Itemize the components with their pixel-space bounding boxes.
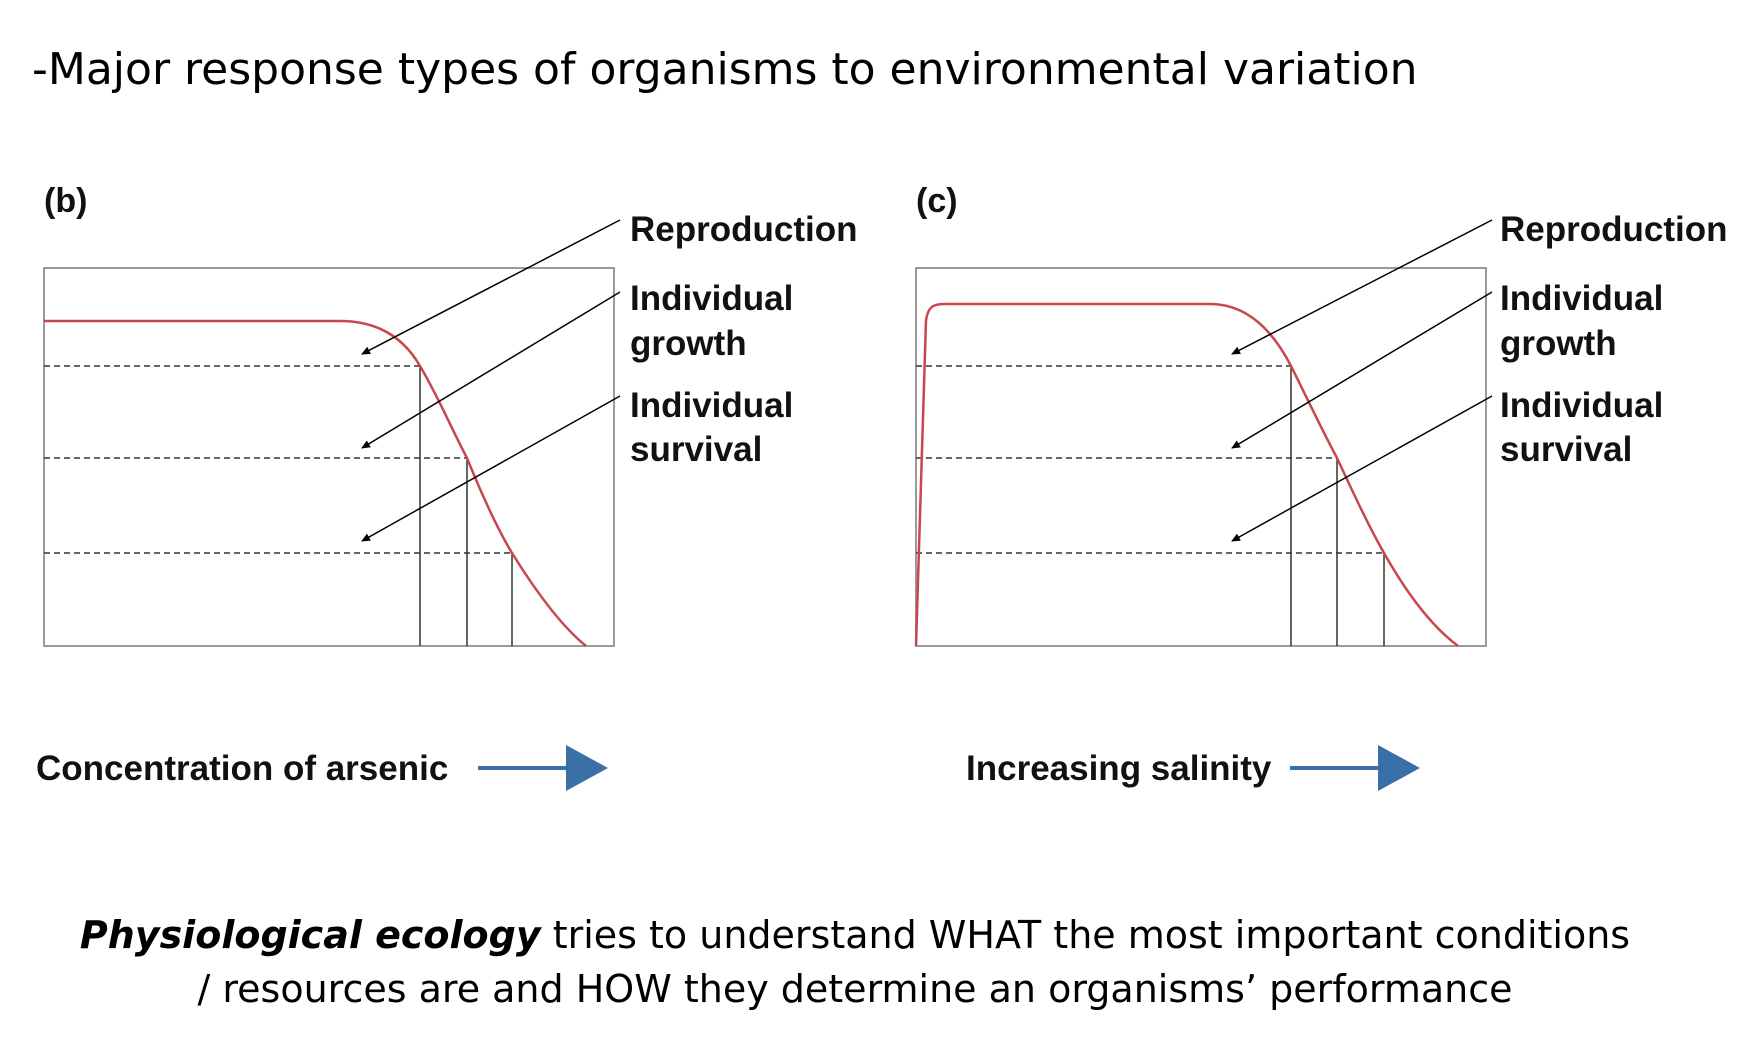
panel-c-axis-arrow-icon [1378,745,1420,791]
panel-c-leader-survival [1231,395,1493,542]
caption-emphasis: Physiological ecology [79,913,541,957]
panel-c-leader-growth [1231,291,1493,449]
panel-b-label-growth: growth [630,324,747,363]
caption-line-1: Physiological ecology tries to understan… [0,908,1710,962]
panel-c-label-survival: survival [1500,430,1632,469]
panel-b-label-survival: survival [630,430,762,469]
panel-c-label-reproduction: Reproduction [1500,210,1727,249]
panel-c-label: (c) [916,182,958,220]
panel-c-frame [915,267,1487,647]
panel-b-label-reproduction: Reproduction [630,210,857,249]
panel-c-label-individual-2: Individual [1500,386,1663,425]
caption: Physiological ecology tries to understan… [0,908,1710,1016]
panel-c-label-growth: growth [1500,324,1617,363]
panel-b-label: (b) [44,182,87,220]
slide-title: -Major response types of organisms to en… [32,44,1418,95]
panel-b-axis-label: Concentration of arsenic [36,749,448,788]
panel-b-leader-survival [361,395,621,542]
panel-c-response-curve [914,302,1459,647]
panel-b-leader-reproduction [361,219,621,355]
panel-c: (c) Reproduction Individual growth Indiv… [914,182,1727,791]
caption-line-2: / resources are and HOW they determine a… [197,967,1513,1011]
panel-b-label-individual-2: Individual [630,386,793,425]
caption-rest: tries to understand WHAT the most import… [540,913,1631,957]
panel-c-leader-reproduction [1231,219,1493,355]
panel-b-frame [43,267,615,647]
panel-b-label-individual-1: Individual [630,279,793,318]
panel-c-label-individual-1: Individual [1500,279,1663,318]
panel-b: (b) Reproduction Individual growth Indiv… [36,182,857,791]
panel-c-axis-label: Increasing salinity [966,749,1272,788]
panel-b-axis-arrow-icon [566,745,608,791]
panel-b-response-curve [44,319,587,647]
panel-b-leader-growth [361,291,621,449]
